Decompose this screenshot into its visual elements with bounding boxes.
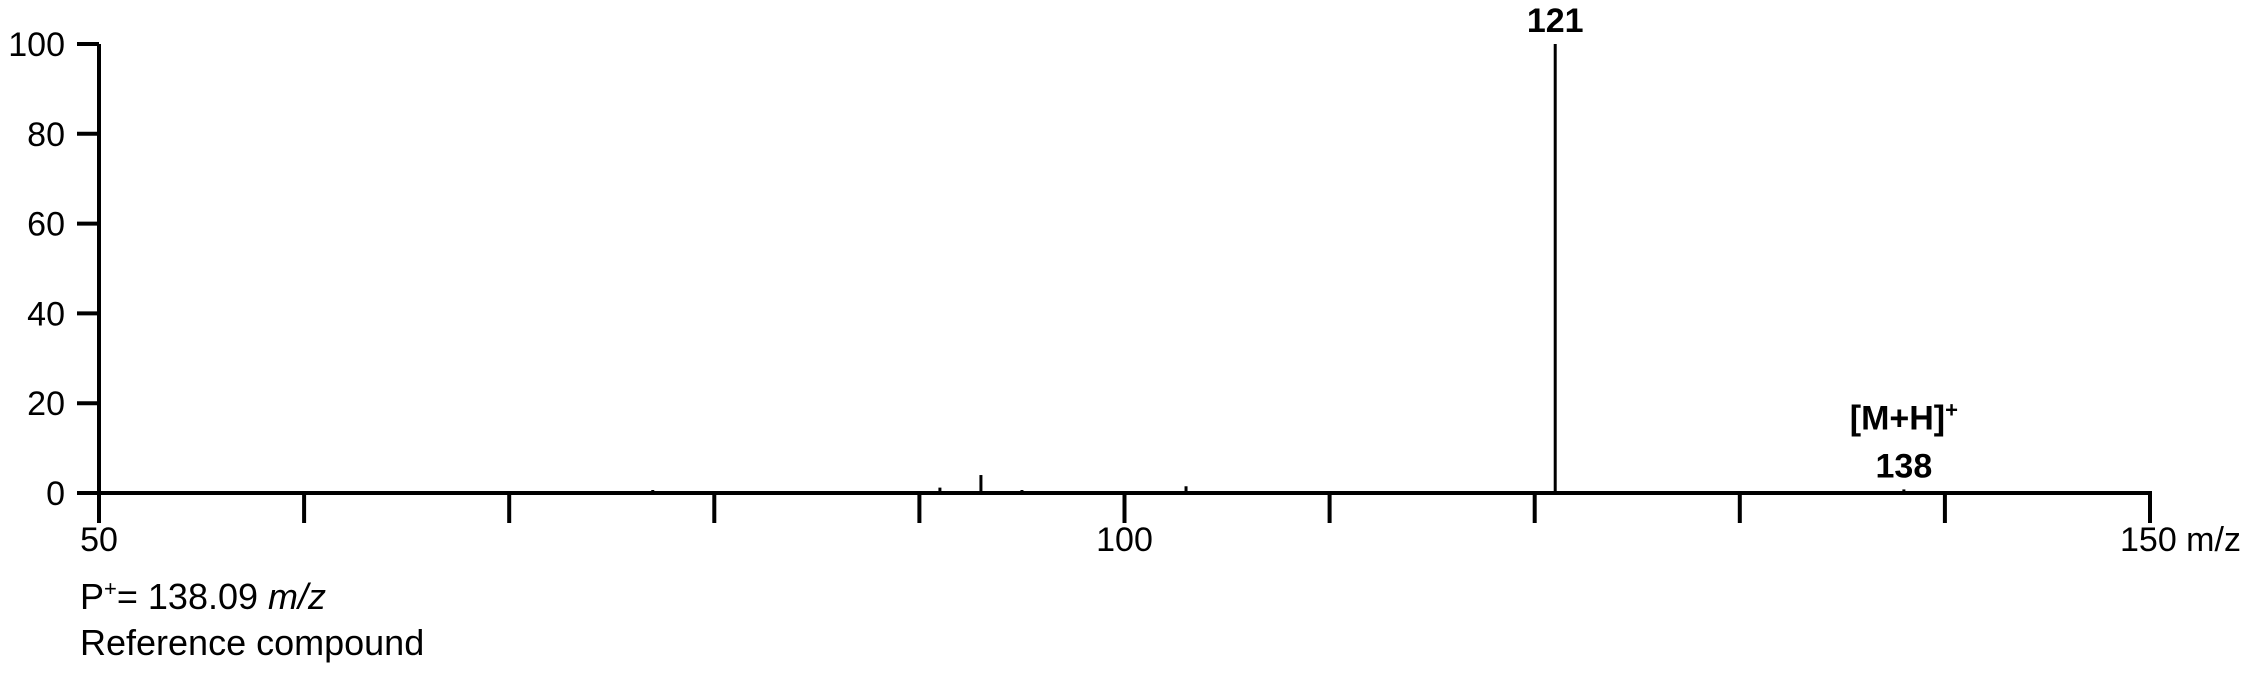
y-tick-label: 40 <box>27 295 65 333</box>
precursor-prefix: P <box>80 576 105 617</box>
x-tick-label: 100 <box>1096 521 1153 559</box>
y-tick-label: 80 <box>27 116 65 154</box>
peak-annotation-121: 121 <box>1527 2 1584 40</box>
y-tick-label: 0 <box>46 475 65 513</box>
peak-annotation-138: [M+H]+ <box>1850 397 1958 437</box>
y-tick-label: 20 <box>27 385 65 423</box>
y-tick-label: 100 <box>8 26 65 64</box>
mass-spectrum-chart: 0 20 40 60 80 100 50 100 150 m/z 121 [M+H]+ 138 <box>8 2 2241 559</box>
x-tick-label: 50 <box>80 521 118 559</box>
compound-note: Reference compound <box>80 622 425 663</box>
peak-annotation-138: 138 <box>1876 447 1933 485</box>
precursor-superscript: + <box>104 576 117 601</box>
y-tick-label: 60 <box>27 206 65 244</box>
precursor-unit: m/z <box>268 576 327 617</box>
precursor-value: = 138.09 <box>116 576 259 617</box>
precursor-note: P+= 138.09 m/z <box>80 576 326 618</box>
peak-annotation-superscript: + <box>1945 397 1958 422</box>
x-tick-label: 150 m/z <box>2120 521 2241 559</box>
